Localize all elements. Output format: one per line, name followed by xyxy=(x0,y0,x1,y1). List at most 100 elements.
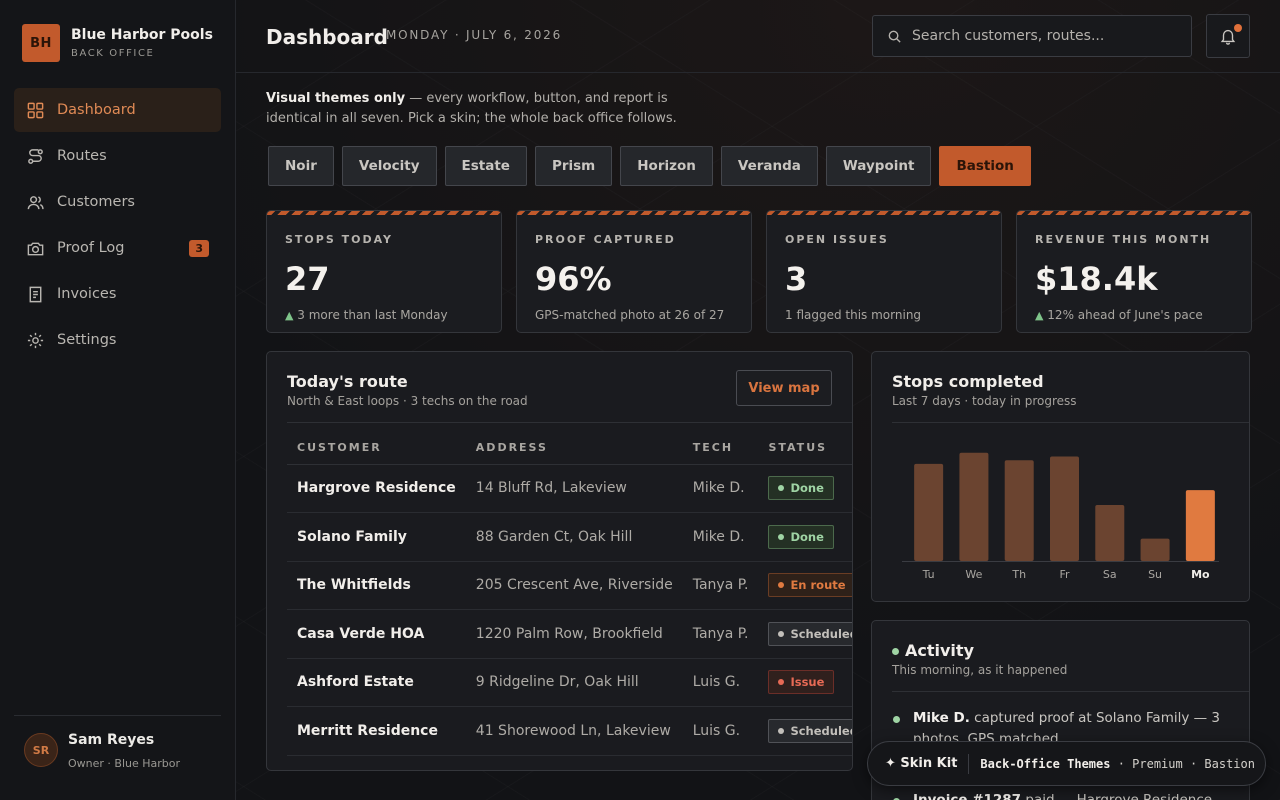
notification-dot xyxy=(1234,24,1242,32)
sidebar-item-label: Routes xyxy=(57,148,107,164)
cell-status: Issue xyxy=(758,658,852,707)
panel-subtitle: North & East loops · 3 techs on the road xyxy=(287,394,528,408)
skin-kit-pill[interactable]: ✦ Skin Kit Back-Office Themes · Premium … xyxy=(867,741,1266,786)
theme-button-bastion[interactable]: Bastion xyxy=(939,146,1031,186)
stops-completed-panel: Stops completed Last 7 days · today in p… xyxy=(871,351,1250,602)
divider xyxy=(968,753,970,774)
bar-mo[interactable] xyxy=(1185,490,1215,561)
bar-sa[interactable] xyxy=(1095,505,1125,561)
status-label: Done xyxy=(790,481,824,496)
sidebar-item-invoices[interactable]: Invoices xyxy=(14,272,221,316)
theme-button-noir[interactable]: Noir xyxy=(268,146,334,186)
status-label: En route xyxy=(790,578,846,593)
bar-tu[interactable] xyxy=(914,463,944,561)
table-row[interactable]: Casa Verde HOA 1220 Palm Row, Brookfield T… xyxy=(287,609,853,659)
activity-actor: Mike D. xyxy=(913,710,970,726)
cell-status: Done xyxy=(758,512,852,562)
sidebar-item-customers[interactable]: Customers xyxy=(14,180,221,224)
panel-subtitle: This morning, as it happened xyxy=(892,663,1068,677)
activity-text: paid — Hargrove Residence xyxy=(1021,792,1213,800)
skin-kit-title: ✦ Skin Kit xyxy=(885,756,958,771)
gear-icon xyxy=(27,332,44,348)
brand-subtitle: BACK OFFICE xyxy=(71,48,155,59)
theme-switcher: Noir Velocity Estate Prism Horizon Veran… xyxy=(268,146,1039,186)
theme-button-waypoint[interactable]: Waypoint xyxy=(825,146,932,186)
kpi-value: 27 xyxy=(285,260,330,298)
table-row[interactable]: Merritt Residence 41 Shorewood Ln, Lakevi… xyxy=(287,706,853,756)
status-badge: En route xyxy=(768,573,852,598)
status-label: Issue xyxy=(790,675,825,690)
column-header-customer[interactable]: CUSTOMER xyxy=(287,432,466,465)
notifications-button[interactable] xyxy=(1206,14,1250,58)
route-icon xyxy=(28,148,43,164)
proof-log-count-badge: 3 xyxy=(189,239,209,257)
sidebar: BH Blue Harbor Pools BACK OFFICE Dashboa… xyxy=(0,0,236,800)
status-label: Scheduled xyxy=(790,723,853,738)
avatar: SR xyxy=(24,733,58,767)
brand[interactable]: BH Blue Harbor Pools BACK OFFICE xyxy=(22,24,213,62)
column-header-status[interactable]: STATUS xyxy=(758,432,852,465)
kpi-label: PROOF CAPTURED xyxy=(535,233,676,246)
user-name: Sam Reyes xyxy=(68,732,155,748)
kpi-value: $18.4k xyxy=(1035,260,1158,298)
bar-we[interactable] xyxy=(959,452,989,561)
kpi-card-open-issues: OPEN ISSUES 3 1 flagged this morning xyxy=(766,210,1002,333)
search-input[interactable] xyxy=(912,28,1172,44)
kpi-label: REVENUE THIS MONTH xyxy=(1035,233,1212,246)
kpi-label: OPEN ISSUES xyxy=(785,233,889,246)
intro-bold: Visual themes only xyxy=(266,91,406,106)
theme-button-veranda[interactable]: Veranda xyxy=(720,146,818,186)
kpi-card-stops-today: STOPS TODAY 27 ▲ 3 more than last Monday xyxy=(266,210,502,333)
kpi-card-proof-captured: PROOF CAPTURED 96% GPS-matched photo at … xyxy=(516,210,752,333)
bar-fr[interactable] xyxy=(1050,456,1079,561)
status-dot-icon xyxy=(778,485,785,492)
panel-title: Today's route xyxy=(287,372,408,391)
table-row[interactable]: Hargrove Residence 14 Bluff Rd, Lakeview M… xyxy=(287,464,852,513)
kpi-note: ▲ 3 more than last Monday xyxy=(285,308,483,322)
top-header: Dashboard MONDAY · JULY 6, 2026 xyxy=(236,0,1280,73)
table-row[interactable]: Ashford Estate 9 Ridgeline Dr, Oak Hill Lu… xyxy=(287,658,852,707)
x-tick-label: Th xyxy=(1011,568,1026,581)
sidebar-item-dashboard[interactable]: Dashboard xyxy=(14,88,221,132)
status-badge: Scheduled xyxy=(768,621,853,646)
status-label: Scheduled xyxy=(790,626,853,641)
theme-button-estate[interactable]: Estate xyxy=(444,146,527,186)
skin-kit-details: · Premium · Bastion xyxy=(1110,756,1255,771)
activity-item[interactable]: Invoice #1287 paid — Hargrove Residence xyxy=(892,790,1222,800)
activity-title: Activity xyxy=(905,641,974,660)
theme-button-horizon[interactable]: Horizon xyxy=(620,146,713,186)
cell-customer: Solano Family xyxy=(287,512,466,562)
cell-address: 41 Shorewood Ln, Lakeview xyxy=(465,706,683,756)
table-row[interactable]: The Whitfields 205 Crescent Ave, Riversid… xyxy=(287,561,852,610)
sidebar-item-routes[interactable]: Routes xyxy=(14,134,221,178)
kpi-note-text: 3 more than last Monday xyxy=(297,308,448,322)
kpi-note-text: 12% ahead of June's pace xyxy=(1047,308,1203,322)
bell-icon xyxy=(1220,29,1236,45)
search-box[interactable] xyxy=(872,15,1192,57)
column-header-address[interactable]: ADDRESS xyxy=(465,432,683,465)
x-tick-label: Mo xyxy=(1191,568,1210,581)
user-profile[interactable]: SR Sam Reyes Owner · Blue Harbor xyxy=(14,715,221,770)
cell-tech: Tanya P. xyxy=(682,609,759,659)
sidebar-item-settings[interactable]: Settings xyxy=(14,318,221,362)
cell-tech: Tanya P. xyxy=(682,561,759,610)
user-role: Owner · Blue Harbor xyxy=(68,757,181,770)
todays-route-panel: Today's route North & East loops · 3 tec… xyxy=(266,351,853,771)
sidebar-item-proof-log[interactable]: Proof Log 3 xyxy=(14,226,221,270)
bar-th[interactable] xyxy=(1004,460,1034,561)
brand-name: Blue Harbor Pools xyxy=(71,27,213,43)
cell-customer: Merritt Residence xyxy=(287,706,466,756)
cell-address: 1220 Palm Row, Brookfield xyxy=(465,609,683,659)
view-map-button[interactable]: View map xyxy=(736,370,832,406)
status-dot-icon xyxy=(778,679,785,686)
cell-tech: Mike D. xyxy=(682,464,759,513)
column-header-tech[interactable]: TECH xyxy=(682,432,759,465)
bar-su[interactable] xyxy=(1140,538,1170,561)
panel-subtitle: Last 7 days · today in progress xyxy=(892,394,1077,408)
table-row[interactable]: Solano Family 88 Garden Ct, Oak Hill Mike … xyxy=(287,512,852,562)
theme-button-velocity[interactable]: Velocity xyxy=(341,146,437,186)
status-badge: Scheduled xyxy=(768,718,853,743)
status-dot-icon xyxy=(778,630,785,637)
theme-button-prism[interactable]: Prism xyxy=(534,146,613,186)
x-tick-label: Sa xyxy=(1103,568,1117,581)
